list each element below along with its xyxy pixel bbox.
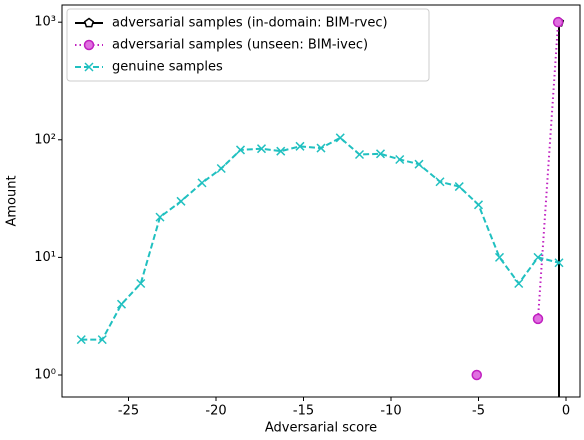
x-tick-label: -15 bbox=[293, 404, 314, 419]
marker bbox=[494, 252, 505, 262]
marker bbox=[235, 145, 246, 155]
marker bbox=[276, 146, 286, 156]
marker bbox=[155, 212, 165, 222]
marker bbox=[473, 200, 484, 210]
y-tick-label: 10⁰ bbox=[34, 367, 56, 382]
marker bbox=[552, 16, 564, 28]
x-tick-label: 0 bbox=[562, 404, 570, 419]
marker bbox=[216, 163, 226, 174]
legend: adversarial samples (in-domain: BIM-rvec… bbox=[66, 8, 430, 82]
marker bbox=[454, 182, 464, 192]
y-tick-label: 10² bbox=[34, 132, 56, 147]
marker bbox=[136, 278, 146, 289]
marker bbox=[116, 299, 127, 309]
marker bbox=[197, 178, 207, 188]
legend-box bbox=[66, 8, 430, 82]
marker bbox=[76, 335, 86, 345]
marker bbox=[84, 62, 94, 72]
marker bbox=[295, 141, 305, 151]
marker bbox=[395, 154, 405, 165]
legend-label: adversarial samples (unseen: BIM-ivec) bbox=[112, 38, 368, 53]
plot-frame bbox=[61, 4, 581, 398]
y-tick-label: 10¹ bbox=[34, 250, 56, 265]
marker bbox=[414, 159, 424, 169]
x-tick-label: -20 bbox=[205, 404, 226, 419]
marker bbox=[97, 335, 107, 345]
marker bbox=[435, 177, 445, 187]
series-line bbox=[537, 22, 560, 319]
y-tick-label: 10³ bbox=[34, 15, 56, 30]
marker bbox=[256, 144, 267, 154]
marker bbox=[375, 149, 386, 159]
series-line bbox=[81, 136, 560, 341]
x-axis-label: Adversarial score bbox=[265, 421, 377, 436]
marker bbox=[471, 369, 482, 381]
marker bbox=[354, 149, 365, 160]
marker bbox=[554, 258, 564, 268]
marker bbox=[335, 133, 345, 143]
marker bbox=[83, 17, 95, 28]
marker bbox=[176, 196, 186, 206]
legend-label: genuine samples bbox=[112, 60, 223, 75]
marker bbox=[532, 313, 544, 325]
y-axis-label: Amount bbox=[5, 175, 20, 226]
marker bbox=[533, 252, 543, 262]
marker bbox=[83, 39, 95, 51]
x-tick-label: -10 bbox=[380, 404, 401, 419]
marker bbox=[316, 143, 326, 153]
x-tick-label: -5 bbox=[472, 404, 485, 419]
legend-label: adversarial samples (in-domain: BIM-rvec… bbox=[112, 16, 388, 31]
x-tick-label: -25 bbox=[118, 404, 139, 419]
marker bbox=[514, 278, 524, 289]
